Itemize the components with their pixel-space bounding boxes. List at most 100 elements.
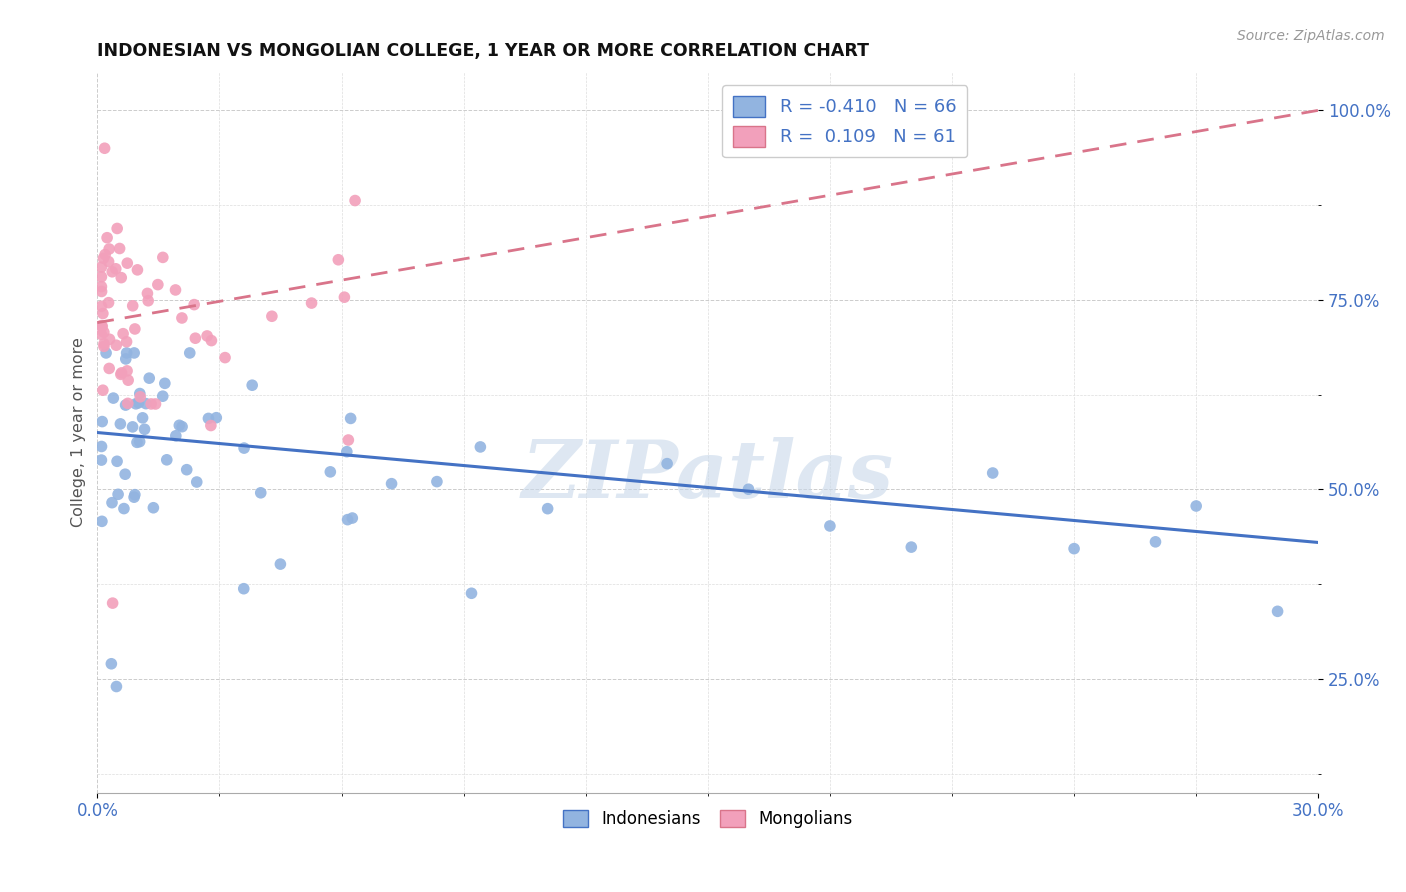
Point xyxy=(93,339,115,353)
Point xyxy=(737,482,759,496)
Point xyxy=(105,680,128,694)
Point xyxy=(186,475,208,489)
Point xyxy=(169,418,191,433)
Point xyxy=(117,396,139,410)
Point xyxy=(172,419,194,434)
Point xyxy=(197,411,219,425)
Point xyxy=(165,283,187,297)
Point xyxy=(97,254,120,268)
Point xyxy=(128,386,150,401)
Point xyxy=(380,476,402,491)
Point xyxy=(205,410,228,425)
Point xyxy=(124,322,146,336)
Point xyxy=(1144,534,1167,549)
Point xyxy=(1185,499,1208,513)
Point xyxy=(153,376,176,391)
Point xyxy=(195,329,218,343)
Point xyxy=(141,397,163,411)
Point xyxy=(125,397,148,411)
Point xyxy=(121,299,143,313)
Point xyxy=(121,420,143,434)
Point xyxy=(108,242,131,256)
Point xyxy=(176,463,198,477)
Point xyxy=(125,435,148,450)
Point xyxy=(90,327,112,342)
Point xyxy=(233,441,256,455)
Point xyxy=(342,511,364,525)
Point xyxy=(114,351,136,366)
Point xyxy=(269,557,291,571)
Point xyxy=(129,390,152,404)
Point xyxy=(184,331,207,345)
Text: INDONESIAN VS MONGOLIAN COLLEGE, 1 YEAR OR MORE CORRELATION CHART: INDONESIAN VS MONGOLIAN COLLEGE, 1 YEAR … xyxy=(97,42,869,60)
Text: Source: ZipAtlas.com: Source: ZipAtlas.com xyxy=(1237,29,1385,43)
Point xyxy=(183,298,205,312)
Point xyxy=(91,383,114,397)
Point xyxy=(114,467,136,482)
Point xyxy=(93,336,115,351)
Point xyxy=(124,488,146,502)
Point xyxy=(170,310,193,325)
Point xyxy=(470,440,492,454)
Point xyxy=(112,326,135,341)
Point xyxy=(105,338,128,352)
Point xyxy=(117,256,139,270)
Point xyxy=(97,295,120,310)
Point xyxy=(200,334,222,348)
Point xyxy=(112,501,135,516)
Point xyxy=(301,296,323,310)
Point xyxy=(981,466,1004,480)
Point xyxy=(134,422,156,436)
Point xyxy=(90,514,112,528)
Point xyxy=(105,221,128,235)
Point xyxy=(319,465,342,479)
Point xyxy=(136,286,159,301)
Point xyxy=(138,371,160,385)
Point xyxy=(818,519,841,533)
Point xyxy=(110,417,132,431)
Point xyxy=(1267,604,1289,618)
Point xyxy=(655,457,678,471)
Point xyxy=(122,490,145,504)
Point xyxy=(537,501,560,516)
Point xyxy=(249,485,271,500)
Point xyxy=(94,247,117,261)
Point xyxy=(100,657,122,671)
Point xyxy=(91,306,114,320)
Point xyxy=(91,415,114,429)
Point xyxy=(333,290,356,304)
Point xyxy=(900,540,922,554)
Point xyxy=(107,487,129,501)
Point xyxy=(104,261,127,276)
Point xyxy=(94,346,117,360)
Point xyxy=(101,496,124,510)
Point xyxy=(90,440,112,454)
Point xyxy=(200,418,222,433)
Point xyxy=(90,260,112,274)
Point xyxy=(156,452,179,467)
Point xyxy=(110,270,132,285)
Point xyxy=(339,411,361,425)
Point xyxy=(90,279,112,293)
Point xyxy=(90,453,112,467)
Point xyxy=(179,346,201,360)
Point xyxy=(328,252,350,267)
Point xyxy=(260,310,283,324)
Point xyxy=(145,397,167,411)
Point xyxy=(426,475,449,489)
Point xyxy=(115,334,138,349)
Legend: Indonesians, Mongolians: Indonesians, Mongolians xyxy=(555,803,859,835)
Point xyxy=(114,398,136,412)
Point xyxy=(96,230,118,244)
Point xyxy=(101,265,124,279)
Point xyxy=(128,396,150,410)
Point xyxy=(90,299,112,313)
Point xyxy=(1063,541,1085,556)
Point xyxy=(93,141,115,155)
Point xyxy=(115,364,138,378)
Point xyxy=(93,252,115,266)
Point xyxy=(122,346,145,360)
Point xyxy=(344,194,367,208)
Point xyxy=(105,454,128,468)
Point xyxy=(110,366,132,380)
